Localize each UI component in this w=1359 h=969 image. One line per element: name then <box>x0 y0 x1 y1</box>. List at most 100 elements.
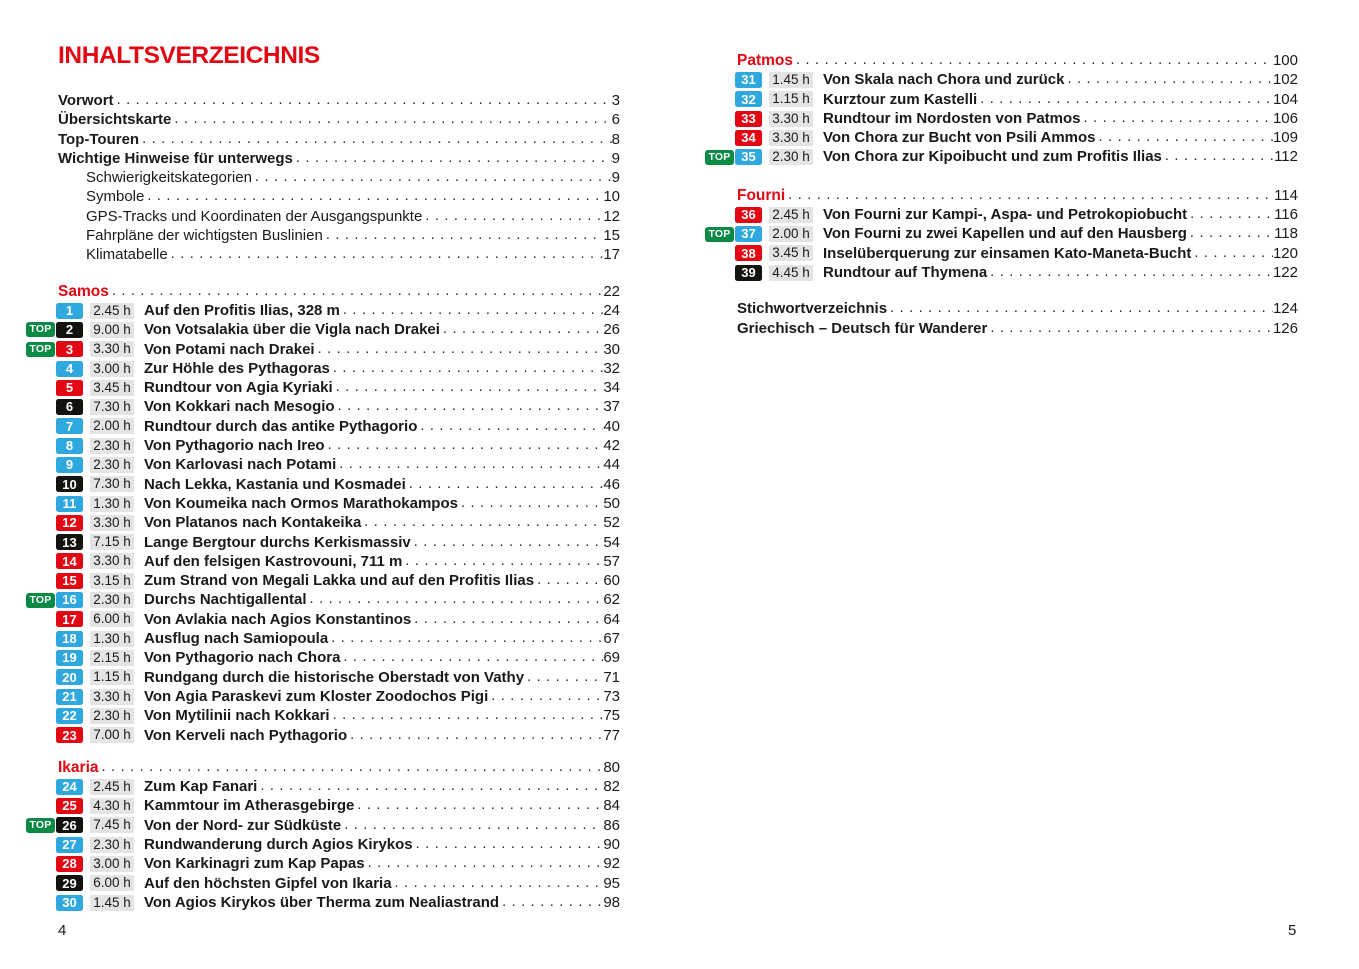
tour-number-badge: 36 <box>735 206 762 223</box>
dot-leader: ........................................… <box>101 758 604 775</box>
tour-number-badge: 24 <box>56 778 83 795</box>
toc-entry-page: 12 <box>603 207 620 225</box>
toc-entry-row: Symbole.................................… <box>26 187 620 206</box>
tour-title: Auf den höchsten Gipfel von Ikaria <box>144 874 392 892</box>
dot-leader: ........................................… <box>343 649 603 666</box>
dot-leader: ........................................… <box>342 301 603 318</box>
tour-title: Von Koumeika nach Ormos Marathokampos <box>144 494 458 512</box>
toc-entry-row: Top-Touren..............................… <box>26 130 620 149</box>
tour-number-badge: 32 <box>735 91 762 108</box>
top-badge-slot: TOP <box>26 322 56 338</box>
dot-leader: ........................................… <box>327 437 604 454</box>
tour-page-number: 69 <box>603 649 620 667</box>
dot-leader: ........................................… <box>170 246 604 263</box>
tour-row: 15 3.15 h Zum Strand von Megali Lakka und … <box>26 571 620 590</box>
dot-leader: ........................................… <box>1189 225 1274 242</box>
tour-number-badge: 12 <box>56 514 83 531</box>
dot-leader: ........................................… <box>1083 109 1273 126</box>
dot-leader: ........................................… <box>309 591 604 608</box>
dot-leader: ........................................… <box>413 533 604 550</box>
tour-number-badge: 35 <box>735 149 762 166</box>
tour-page-number: 50 <box>603 494 620 512</box>
tour-row: 31 1.45 h Von Skala nach Chora und zurück.… <box>705 70 1298 89</box>
toc-section-fourni: Fourni..................................… <box>705 186 1298 282</box>
tour-duration: 2.15 h <box>90 649 134 666</box>
dot-leader: ........................................… <box>1190 206 1274 223</box>
dot-leader: ........................................… <box>980 90 1273 107</box>
tour-row: 34 3.30 h Von Chora zur Bucht von Psili Am… <box>705 128 1298 147</box>
tour-row: 8 2.30 h Von Pythagorio nach Ireo.........… <box>26 436 620 455</box>
tour-row: 11 1.30 h Von Koumeika nach Ormos Marathok… <box>26 494 620 513</box>
page-number-right: 5 <box>1288 922 1297 939</box>
tour-page-number: 42 <box>603 437 620 455</box>
tour-title: Von Fourni zu zwei Kapellen und auf den … <box>823 225 1187 243</box>
tour-number-badge: 25 <box>56 798 83 815</box>
dot-leader: ........................................… <box>335 379 604 396</box>
dot-leader: ........................................… <box>332 359 603 376</box>
tour-page-number: 92 <box>603 855 620 873</box>
toc-entry-row: Übersichtskarte.........................… <box>26 110 620 129</box>
dot-leader: ........................................… <box>254 169 612 186</box>
tour-duration: 3.00 h <box>90 360 134 377</box>
tour-title: Von Chora zur Kipoibucht und zum Profiti… <box>823 148 1162 166</box>
toc-entry-row: Vorwort.................................… <box>26 91 620 110</box>
dot-leader: ........................................… <box>420 417 603 434</box>
dot-leader: ........................................… <box>337 398 604 415</box>
tour-title: Von Pythagorio nach Chora <box>144 649 341 667</box>
tour-title: Von Karlovasi nach Potami <box>144 456 337 474</box>
tour-row: 1 2.45 h Auf den Profitis Ilias, 328 m....… <box>26 301 620 320</box>
tour-title: Auf den Profitis Ilias, 328 m <box>144 301 340 319</box>
dot-leader: ........................................… <box>442 321 603 338</box>
dot-leader: ........................................… <box>796 52 1273 68</box>
top-badge-slot: TOP <box>705 149 735 165</box>
toc-entry-row: Stichwortverzeichnis....................… <box>705 299 1298 318</box>
tour-title: Zur Höhle des Pythagoras <box>144 359 330 377</box>
tour-number-badge: 9 <box>56 456 83 473</box>
tour-page-number: 52 <box>603 514 620 532</box>
tour-title: Von Avlakia nach Agios Konstantinos <box>144 610 412 628</box>
tour-number-badge: 34 <box>735 129 762 146</box>
tour-duration: 3.30 h <box>769 110 813 127</box>
top-badge-slot: TOP <box>26 592 56 608</box>
dot-leader: ........................................… <box>491 687 603 704</box>
tour-number-badge: 11 <box>56 495 83 512</box>
tour-title: Durchs Nachtigallental <box>144 591 307 609</box>
dot-leader: ........................................… <box>325 227 604 244</box>
dot-leader: ........................................… <box>317 340 604 357</box>
toc-entry-row: Schwierigkeitskategorien................… <box>26 168 620 187</box>
tour-title: Von Agios Kirykos über Therma zum Nealia… <box>144 893 500 911</box>
tour-row: 24 2.45 h Zum Kap Fanari..................… <box>26 777 620 796</box>
tour-title: Inselüberquerung zur einsamen Kato-Manet… <box>823 244 1192 262</box>
tour-number-badge: 22 <box>56 707 83 724</box>
toc-section-patmos: Patmos..................................… <box>705 51 1298 167</box>
tour-page-number: 122 <box>1272 263 1298 281</box>
tour-number-badge: 4 <box>56 360 83 377</box>
dot-leader: ........................................… <box>116 92 612 108</box>
tour-duration: 2.00 h <box>90 418 134 435</box>
dot-leader: ........................................… <box>414 610 604 627</box>
tour-page-number: 64 <box>603 610 620 628</box>
section-name: Fourni <box>737 186 786 204</box>
tour-row: 13 7.15 h Lange Bergtour durchs Kerkismass… <box>26 533 620 552</box>
tour-duration: 7.30 h <box>90 476 134 493</box>
tour-title: Zum Kap Fanari <box>144 778 258 796</box>
tour-page-number: 118 <box>1274 225 1298 243</box>
tour-title: Nach Lekka, Kastania und Kosmadei <box>144 475 406 493</box>
toc-entry-label: Stichwortverzeichnis <box>737 300 888 318</box>
dot-leader: ........................................… <box>460 494 604 511</box>
tour-row: 9 2.30 h Von Karlovasi nach Potami........… <box>26 455 620 474</box>
tour-row: 36 2.45 h Von Fourni zur Kampi-, Aspa- und… <box>705 205 1298 224</box>
tour-title: Von Fourni zur Kampi-, Aspa- und Petroko… <box>823 206 1188 224</box>
tour-page-number: 24 <box>603 301 620 319</box>
tour-number-badge: 14 <box>56 553 83 570</box>
dot-leader: ........................................… <box>425 207 603 224</box>
toc-entry-label: Übersichtskarte <box>58 111 172 129</box>
dot-leader: ........................................… <box>990 319 1273 336</box>
tour-page-number: 116 <box>1274 206 1298 224</box>
tour-row: 29 6.00 h Auf den höchsten Gipfel von Ikar… <box>26 874 620 893</box>
tour-row: 25 4.30 h Kammtour im Atherasgebirge......… <box>26 796 620 815</box>
tour-title: Von Kokkari nach Mesogio <box>144 398 335 416</box>
section-header-row: Patmos..................................… <box>705 51 1298 70</box>
toc-entry-label: Vorwort <box>58 92 114 109</box>
tour-page-number: 102 <box>1272 71 1298 89</box>
